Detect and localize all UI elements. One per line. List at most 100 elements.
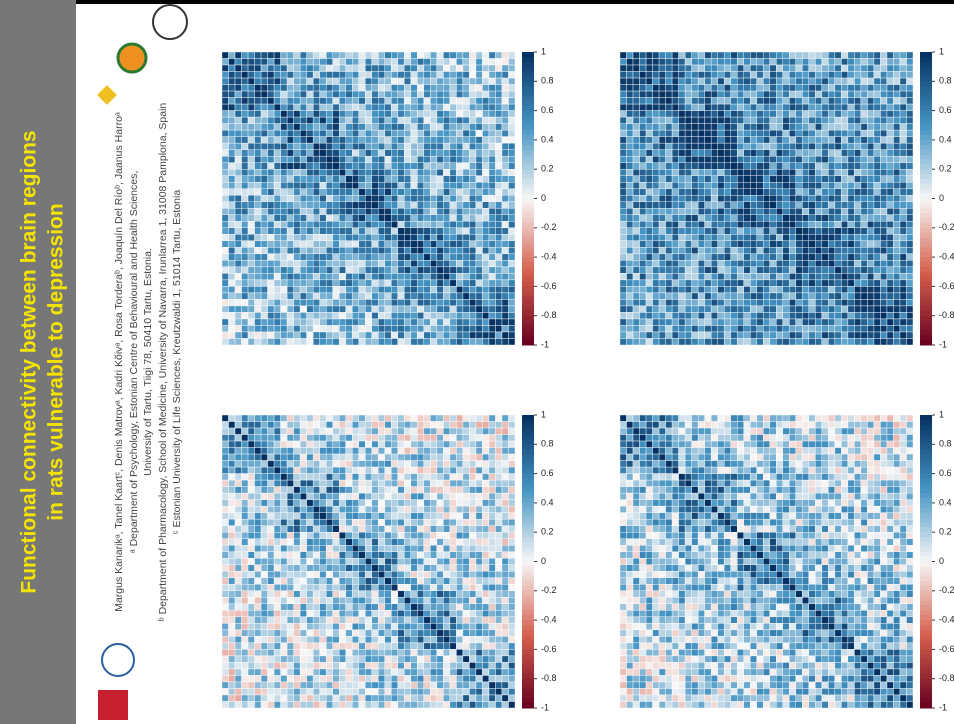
heatmap-cell (345, 84, 353, 92)
heatmap-cell (717, 266, 725, 274)
heatmap-cell (626, 318, 634, 326)
heatmap-cell (815, 90, 823, 98)
heatmap-cell (763, 266, 770, 274)
heatmap-cell (436, 266, 444, 274)
heatmap-cell (776, 305, 783, 313)
heatmap-cell (626, 136, 634, 144)
heatmap-cell (789, 331, 796, 339)
heatmap-cell (378, 453, 385, 461)
heatmap-cell (430, 162, 438, 170)
heatmap-cell (410, 286, 418, 294)
heatmap-cell (436, 103, 444, 111)
heatmap-cell (254, 325, 262, 333)
heatmap-cell (469, 492, 477, 500)
heatmap-cell (854, 253, 862, 261)
heatmap-cell (756, 149, 764, 157)
heatmap-cell (423, 505, 431, 513)
heatmap-cell (886, 175, 894, 183)
heatmap-cell (834, 142, 842, 150)
heatmap-cell (619, 325, 627, 333)
heatmap-cell (319, 64, 327, 72)
heatmap-cell (241, 214, 249, 222)
heatmap-cell (312, 279, 320, 287)
heatmap-cell (763, 97, 770, 105)
heatmap-cell (737, 214, 744, 222)
heatmap-cell (750, 51, 757, 59)
heatmap-cell (763, 136, 770, 144)
heatmap-cell (417, 227, 425, 235)
heatmap-cell (488, 84, 496, 92)
heatmap-cell (462, 414, 470, 422)
colorbar-segment (920, 154, 932, 160)
heatmap-cell (273, 103, 281, 111)
heatmap-cell (449, 123, 457, 131)
heatmap-cell (723, 208, 731, 215)
heatmap-cell (260, 512, 268, 520)
heatmap-cell (632, 136, 640, 144)
heatmap-cell (776, 331, 783, 339)
heatmap-cell (397, 499, 405, 507)
heatmap-cell (371, 260, 379, 268)
heatmap-cell (495, 214, 503, 222)
heatmap-cell (906, 318, 914, 326)
heatmap-cell (743, 116, 751, 124)
heatmap-cell (293, 447, 301, 455)
heatmap-cell (247, 286, 255, 294)
heatmap-cell (756, 227, 764, 235)
heatmap-cell (436, 505, 444, 513)
heatmap-cell (371, 51, 379, 59)
heatmap-cell (221, 110, 229, 118)
heatmap-cell (867, 240, 875, 248)
heatmap-cell (332, 182, 340, 189)
heatmap-cell (332, 168, 340, 176)
heatmap-cell (221, 473, 229, 481)
heatmap-cell (417, 58, 425, 66)
heatmap-cell (854, 214, 862, 222)
heatmap-cell (684, 292, 692, 300)
heatmap-cell (430, 221, 438, 229)
heatmap-cell (723, 240, 731, 248)
heatmap-cell (475, 312, 483, 320)
heatmap-cell (273, 142, 281, 150)
heatmap-cell (776, 312, 783, 320)
heatmap-cell (880, 299, 888, 307)
heatmap-cell (717, 214, 725, 222)
heatmap-cell (417, 466, 425, 474)
heatmap-cell (358, 518, 366, 526)
heatmap-cell (750, 129, 757, 137)
heatmap-cell (841, 97, 849, 105)
heatmap-cell (899, 195, 907, 202)
heatmap-cell (332, 473, 340, 481)
heatmap-cell (704, 260, 712, 268)
heatmap-cell (325, 168, 333, 176)
heatmap-cell (325, 421, 333, 429)
heatmap-cell (384, 58, 392, 66)
heatmap-cell (306, 116, 314, 124)
heatmap-cell (488, 499, 496, 507)
heatmap-cell (319, 318, 327, 326)
heatmap-cell (828, 201, 836, 209)
heatmap-cell (482, 103, 490, 111)
heatmap-cell (417, 338, 425, 346)
heatmap-cell (776, 175, 783, 183)
heatmap-cell (358, 123, 366, 131)
heatmap-cell (267, 90, 275, 98)
heatmap-cell (737, 110, 744, 118)
heatmap-cell (332, 84, 340, 92)
heatmap-cell (365, 492, 372, 500)
heatmap-cell (795, 110, 803, 118)
heatmap-cell (449, 279, 457, 287)
heatmap-cell (697, 168, 705, 176)
heatmap-cell (645, 286, 653, 294)
heatmap-cell (723, 286, 731, 294)
heatmap-cell (847, 188, 855, 196)
heatmap-cell (417, 234, 425, 242)
heatmap-cell (391, 240, 398, 248)
heatmap-cell (841, 136, 849, 144)
heatmap-cell (293, 499, 301, 507)
heatmap-cell (391, 253, 398, 261)
heatmap-cell (684, 175, 692, 183)
heatmap-cell (632, 227, 640, 235)
heatmap-cell (867, 305, 875, 313)
heatmap-cell (378, 325, 385, 333)
